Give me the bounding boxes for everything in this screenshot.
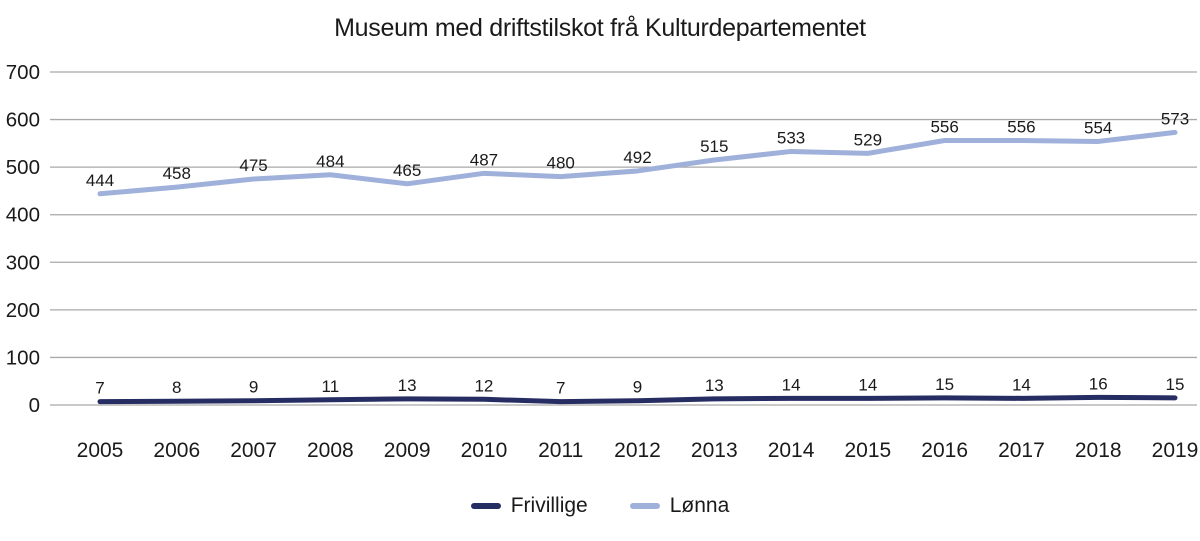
- y-axis-tick-label: 100: [6, 346, 40, 369]
- x-axis-tick-label: 2006: [153, 439, 200, 462]
- x-axis-tick-label: 2014: [768, 439, 815, 462]
- data-label: 7: [95, 379, 104, 398]
- y-axis-tick-label: 600: [6, 109, 40, 132]
- data-label: 11: [322, 377, 340, 396]
- data-label: 458: [163, 164, 191, 183]
- x-axis-tick-label: 2011: [538, 439, 583, 462]
- data-label: 14: [858, 375, 877, 394]
- data-label: 556: [930, 118, 958, 137]
- x-axis-tick-label: 2017: [998, 439, 1045, 462]
- lonna-line-swatch: [629, 503, 660, 509]
- data-label: 484: [316, 152, 344, 171]
- y-axis-tick-label: 0: [29, 394, 40, 417]
- y-axis-tick-label: 500: [6, 156, 40, 179]
- x-axis-tick-label: 2008: [307, 439, 354, 462]
- x-axis-tick-label: 2019: [1152, 439, 1199, 462]
- y-axis-tick-label: 300: [6, 251, 40, 274]
- legend-label-frivillige: Frivillige: [510, 494, 588, 517]
- y-axis-tick-label: 700: [6, 61, 40, 84]
- x-axis-tick-label: 2012: [614, 439, 661, 462]
- data-label: 9: [633, 378, 642, 397]
- x-axis-tick-label: 2005: [77, 439, 124, 462]
- x-axis-tick-label: 2007: [230, 439, 277, 462]
- series-line-frivillige: [97, 394, 1178, 405]
- data-label: 554: [1084, 118, 1112, 137]
- frivillige-line-swatch: [470, 503, 501, 509]
- data-label: 14: [1012, 375, 1031, 394]
- data-label: 15: [1166, 375, 1185, 394]
- y-axis-tick-label: 200: [6, 299, 40, 322]
- data-label: 13: [705, 376, 724, 395]
- chart-title: Museum med driftstilskot frå Kulturdepar…: [334, 14, 866, 42]
- x-axis-tick-label: 2015: [844, 439, 891, 462]
- data-label: 487: [470, 150, 498, 169]
- data-label: 475: [239, 156, 267, 175]
- data-label: 8: [172, 378, 181, 397]
- data-label: 515: [700, 137, 728, 156]
- legend-item-lonna: Lønna: [629, 494, 730, 518]
- x-axis-tick-label: 2009: [384, 439, 431, 462]
- data-label: 573: [1161, 109, 1189, 128]
- x-axis-tick-label: 2010: [461, 439, 508, 462]
- data-label: 13: [398, 376, 417, 395]
- data-label: 529: [854, 130, 882, 149]
- data-label: 14: [782, 375, 801, 394]
- data-label: 533: [777, 128, 805, 147]
- y-axis-tick-label: 400: [6, 204, 40, 227]
- data-label: 7: [556, 379, 565, 398]
- data-label: 16: [1089, 374, 1108, 393]
- series-line-lonna: [97, 129, 1178, 197]
- data-label: 465: [393, 161, 421, 180]
- x-axis-tick-label: 2016: [921, 439, 968, 462]
- data-label: 444: [86, 171, 114, 190]
- data-label: 9: [249, 378, 258, 397]
- data-label: 492: [623, 148, 651, 167]
- data-label: 556: [1007, 118, 1035, 137]
- x-axis-tick-label: 2018: [1075, 439, 1122, 462]
- legend-item-frivillige: Frivillige: [470, 494, 588, 518]
- data-label: 12: [474, 376, 493, 395]
- data-label: 15: [935, 375, 954, 394]
- chart-legend: Frivillige Lønna: [0, 494, 1200, 518]
- data-label: 480: [547, 154, 575, 173]
- x-axis-tick-label: 2013: [691, 439, 738, 462]
- legend-label-lonna: Lønna: [669, 494, 730, 517]
